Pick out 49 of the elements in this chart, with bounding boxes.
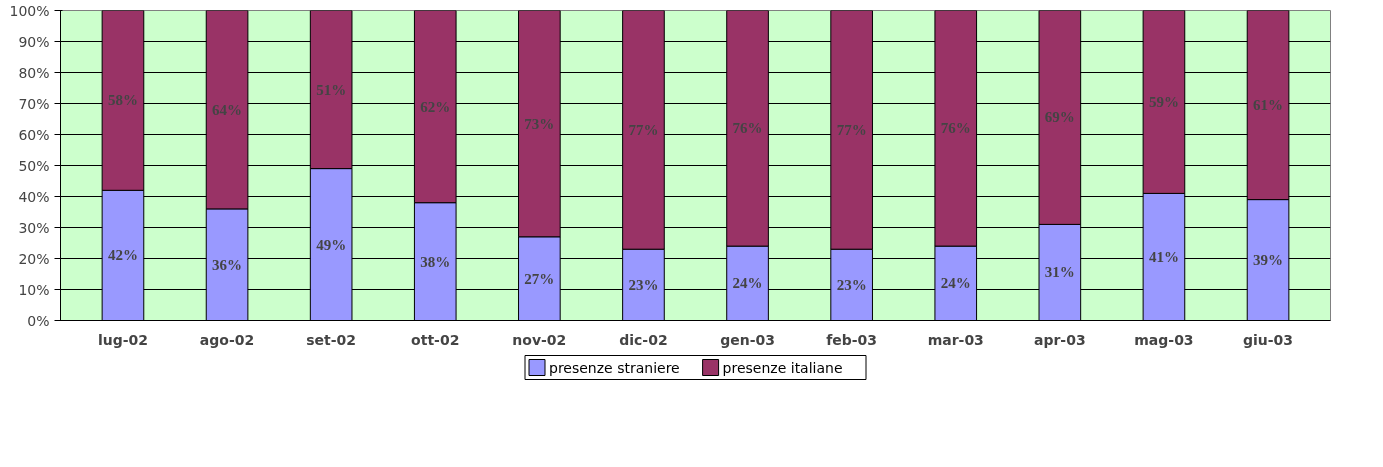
x-tick-label: ott-02 [411, 331, 460, 348]
text: 38% [420, 253, 451, 270]
text: 76% [732, 120, 763, 137]
y-tick-label: 10% [18, 281, 50, 298]
y-tick-label: 30% [18, 219, 50, 236]
text: 59% [1148, 93, 1179, 110]
x-tick-label: feb-03 [826, 331, 878, 348]
y-tick-label: 70% [18, 95, 50, 112]
y-tick-label: 50% [18, 157, 50, 174]
x-tick-label: lug-02 [97, 331, 149, 348]
text: 77% [836, 121, 867, 138]
text: 23% [628, 276, 659, 293]
y-tick-label: 20% [18, 250, 50, 267]
text: 73% [524, 115, 555, 132]
x-tick-label: gen-03 [720, 331, 775, 348]
text: 23% [836, 276, 867, 293]
text: 24% [732, 275, 763, 292]
x-tick-label: apr-03 [1034, 331, 1086, 348]
text: 64% [212, 101, 243, 118]
text: 41% [1148, 248, 1179, 265]
y-tick-label: 100% [9, 2, 50, 19]
text: 31% [1044, 264, 1075, 281]
text: 51% [316, 81, 347, 98]
y-tick-label: 40% [18, 188, 50, 205]
text: 24% [940, 275, 971, 292]
y-tick-label: 0% [27, 312, 50, 329]
text: 36% [212, 256, 243, 273]
text: 58% [107, 92, 138, 109]
x-tick-label: mar-03 [927, 331, 984, 348]
text: 49% [316, 236, 347, 253]
x-tick-label: dic-02 [619, 331, 668, 348]
x-tick-label: giu-03 [1243, 331, 1294, 348]
x-tick-label: set-02 [306, 331, 357, 348]
legend-label: presenze italiane [722, 359, 843, 376]
text: 69% [1044, 109, 1075, 126]
y-tick-label: 90% [18, 33, 50, 50]
legend-label: presenze straniere [549, 359, 680, 376]
text: 39% [1253, 252, 1284, 269]
x-tick-label: ago-02 [199, 331, 255, 348]
text: 42% [107, 247, 138, 264]
y-tick-label: 80% [18, 64, 50, 81]
text: 27% [524, 270, 555, 287]
x-tick-label: nov-02 [512, 331, 567, 348]
text: 76% [940, 120, 971, 137]
text: 61% [1253, 97, 1284, 114]
x-tick-label: mag-03 [1134, 331, 1194, 348]
text: 62% [420, 98, 451, 115]
y-tick-label: 60% [18, 126, 50, 143]
text: 77% [628, 121, 659, 138]
